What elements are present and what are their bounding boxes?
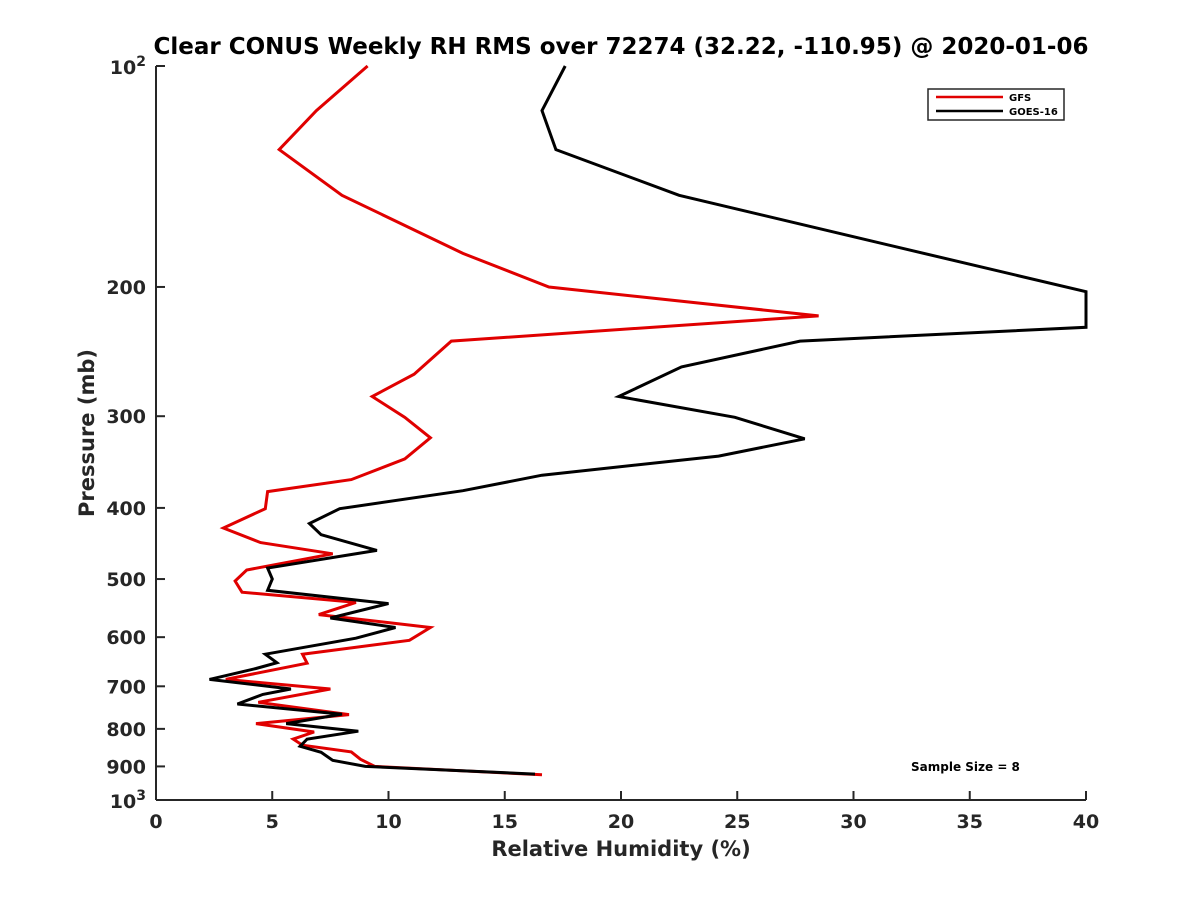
y-tick-label: 102 (110, 54, 146, 79)
y-tick-label: 800 (106, 719, 146, 741)
series-lines (209, 64, 1088, 777)
y-tick-label: 700 (106, 676, 146, 698)
x-tick-label: 30 (840, 811, 866, 833)
y-tick-label: 600 (106, 627, 146, 649)
y-tick-label: 103 (110, 788, 146, 813)
x-tick-label: 20 (608, 811, 634, 833)
y-tick-label: 300 (106, 406, 146, 428)
legend-label-gfs: GFS (1009, 93, 1031, 104)
x-tick-label: 5 (266, 811, 279, 833)
y-tick-label: 200 (106, 277, 146, 299)
x-tick-label: 40 (1073, 811, 1099, 833)
x-ticks: 0 5 10 15 20 25 30 35 40 (149, 791, 1099, 833)
y-tick-label: 500 (106, 569, 146, 591)
x-axis-label: Relative Humidity (%) (491, 837, 750, 861)
x-tick-label: 10 (375, 811, 401, 833)
chart-title: Clear CONUS Weekly RH RMS over 72274 (32… (154, 34, 1089, 60)
series-line-goes16 (209, 65, 1088, 776)
legend-label-goes16: GOES-16 (1009, 107, 1058, 118)
y-tick-label: 900 (106, 756, 146, 778)
x-tick-label: 0 (149, 811, 162, 833)
legend-box (927, 88, 1065, 121)
x-tick-label: 35 (957, 811, 983, 833)
y-tick-label: 400 (106, 498, 146, 520)
legend: GFS GOES-16 (927, 88, 1065, 121)
x-tick-label: 15 (492, 811, 518, 833)
y-ticks: 102 200 300 400 500 600 700 800 900 103 (106, 54, 165, 813)
sample-size-annotation: Sample Size = 8 (911, 760, 1020, 774)
x-tick-label: 25 (724, 811, 750, 833)
series-line-gfs (219, 64, 819, 777)
y-axis-label: Pressure (mb) (75, 349, 99, 517)
